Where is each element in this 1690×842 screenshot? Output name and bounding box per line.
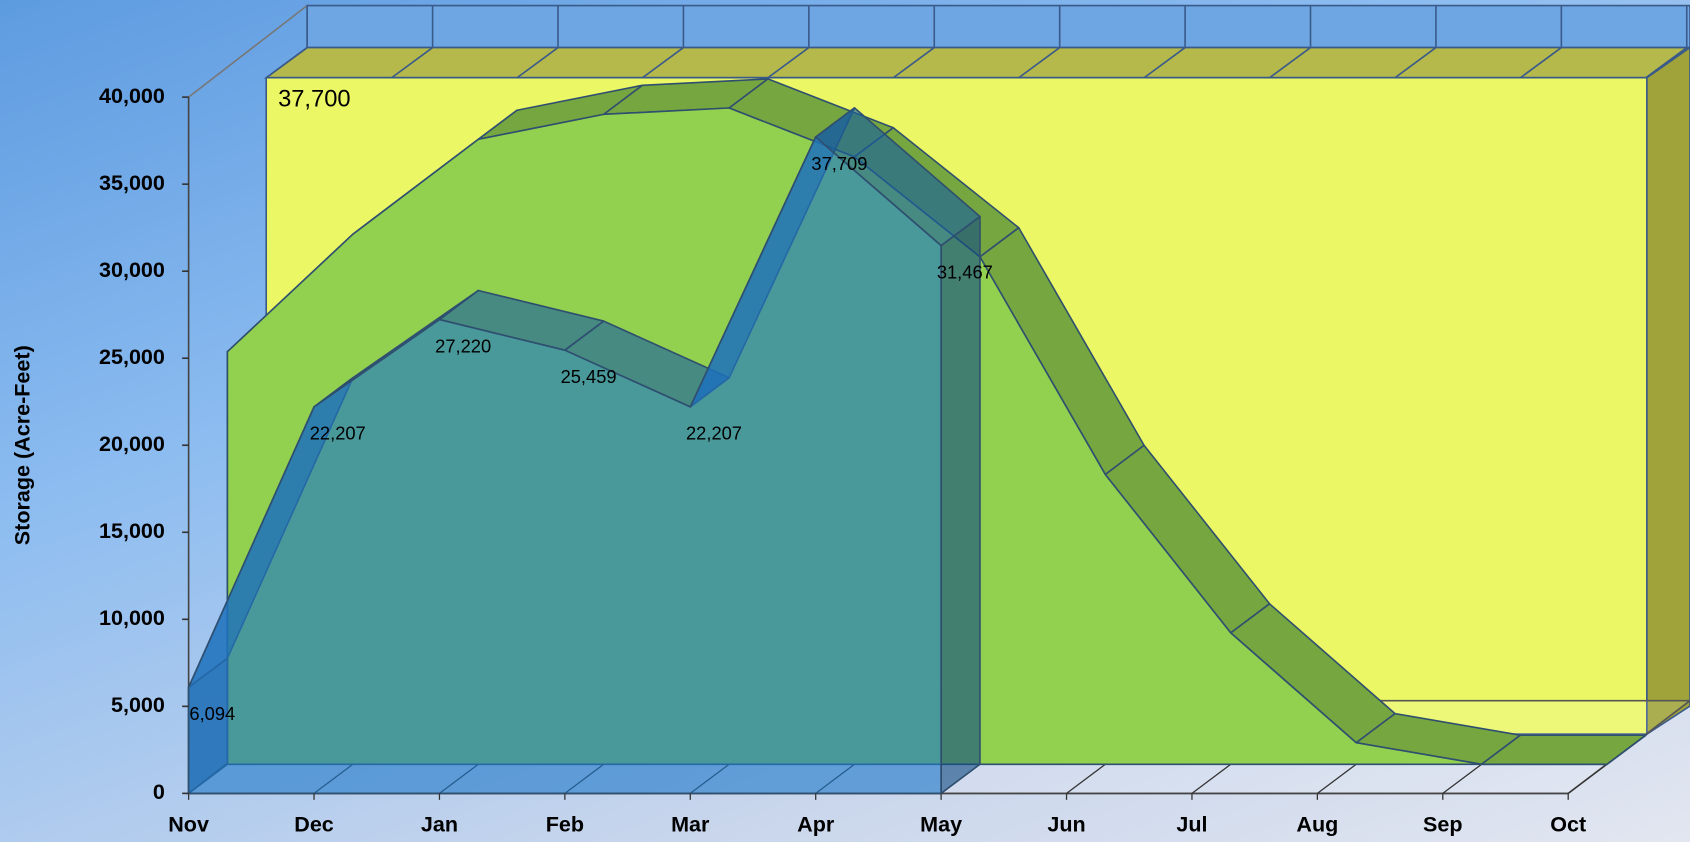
data-label: 6,094	[189, 703, 235, 724]
annotation: 37,700	[278, 87, 351, 113]
area-side	[940, 215, 981, 795]
x-tick-label: Mar	[671, 811, 710, 836]
y-tick-label: 0	[153, 779, 165, 804]
data-label: 37,709	[811, 153, 867, 174]
data-label: 22,207	[310, 423, 366, 444]
x-tick-label: Sep	[1423, 811, 1463, 836]
band-divider	[391, 46, 434, 79]
x-tick-label: Jul	[1176, 811, 1207, 836]
data-label: 27,220	[435, 335, 491, 356]
wall-edge	[188, 4, 308, 98]
x-tick-label: Apr	[797, 811, 835, 836]
x-tick-label: Jun	[1047, 811, 1085, 836]
y-tick-label: 30,000	[99, 257, 165, 282]
band-divider	[1269, 46, 1311, 79]
y-tick-label: 20,000	[99, 431, 165, 456]
band-divider	[1394, 46, 1437, 79]
y-tick-label: 25,000	[99, 344, 165, 369]
band-divider	[767, 46, 810, 79]
x-tick-label: Oct	[1550, 811, 1586, 836]
data-label: 25,459	[561, 366, 617, 387]
band-divider	[1143, 46, 1186, 79]
wall-top	[263, 46, 1690, 79]
x-tick-label: Jan	[421, 811, 458, 836]
y-tick-label: 35,000	[99, 170, 165, 195]
band-divider	[1645, 46, 1688, 79]
top-band	[306, 4, 1690, 49]
band-divider	[892, 46, 935, 79]
band-divider	[641, 46, 684, 79]
x-tick-label: May	[920, 811, 962, 836]
area-side	[1606, 734, 1647, 766]
side-wall	[1646, 46, 1690, 736]
y-tick-label: 10,000	[99, 605, 165, 630]
x-tick-label: Nov	[168, 811, 209, 836]
band-divider	[265, 46, 308, 79]
band-divider	[516, 46, 559, 79]
y-tick-label: 15,000	[99, 518, 165, 543]
data-label: 22,207	[686, 423, 742, 444]
x-tick-label: Feb	[546, 811, 584, 836]
y-axis-title: Storage (Acre-Feet)	[9, 345, 34, 545]
data-label: 31,467	[937, 262, 993, 283]
x-tick-label: Aug	[1296, 811, 1338, 836]
band-divider	[1018, 46, 1061, 79]
band-divider	[1519, 46, 1562, 79]
y-tick-label: 40,000	[99, 83, 165, 108]
x-tick-label: Dec	[294, 811, 334, 836]
y-tick-label: 5,000	[111, 692, 165, 717]
